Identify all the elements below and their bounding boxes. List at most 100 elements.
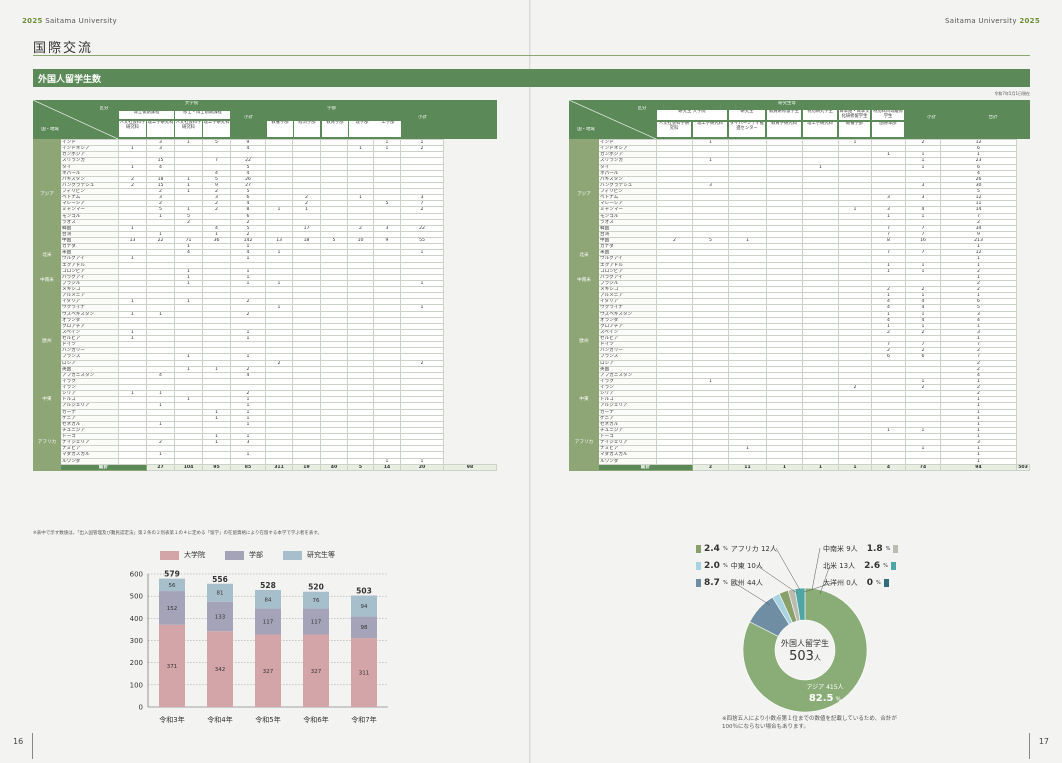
pie-center-value: 503人: [789, 649, 821, 664]
bar-value-label: 81: [217, 591, 224, 597]
total-cell: 74: [905, 463, 941, 471]
bar-value-label: 98: [361, 625, 368, 631]
total-cell: 4: [871, 463, 906, 471]
table-row: インドネシア 6: [570, 145, 1030, 153]
pie-legend-item: 北米 13人 2.6%: [823, 561, 896, 571]
table-cell: 26: [940, 175, 1017, 183]
subtotal-label: 小計: [927, 115, 936, 120]
legend-percent: 8.7: [704, 578, 720, 588]
y-tick-label: 200: [130, 659, 143, 667]
table-row: ルワンダ 1: [570, 457, 1030, 465]
region-label: アフリカ: [33, 414, 61, 471]
table-row: タイ 1 1 6: [570, 163, 1030, 171]
table-row: アルジェリア 1 1: [34, 402, 497, 410]
page-rule-left: [32, 733, 33, 759]
bar-segment: [255, 589, 281, 609]
table-row: マダガスカル 1: [570, 451, 1030, 459]
table-row: メキシコ: [34, 285, 497, 294]
grad-column-label: 理工学研究科: [203, 121, 230, 137]
total-cell: 503: [1016, 463, 1030, 471]
table-row: ロシア 2 2: [34, 359, 497, 367]
table-row: ナミビア 1 1 1: [570, 445, 1030, 453]
table-row: モンゴル 1 5 6: [34, 212, 497, 220]
bar-segment: [351, 638, 377, 707]
table-cell: [400, 163, 444, 171]
total-cell: 104: [174, 463, 203, 471]
faculty-column-label: 理学部: [349, 121, 375, 137]
table-row: ベトナム 3 3 12: [570, 194, 1030, 202]
table-cell: 14: [940, 206, 1017, 214]
subtotal-label: 小計: [418, 115, 427, 120]
table-row: 韓国 7 7 34: [570, 224, 1030, 232]
total-cell: 27: [146, 463, 175, 471]
legend-percent: 2.6: [864, 561, 881, 571]
running-header-right: Saitama University 2025: [945, 17, 1040, 25]
table-row: 台湾 7 7 9: [570, 230, 1030, 239]
table-cell: 7: [940, 212, 1017, 220]
table-cell: 34: [940, 224, 1017, 232]
table-row: コロンビア 1 1: [34, 267, 497, 275]
table-cell: 2: [940, 218, 1017, 226]
bar-segment: [159, 624, 185, 707]
x-tick-label: 令和6年: [303, 715, 328, 724]
table-cell: [400, 243, 444, 251]
table-cell: 12: [940, 194, 1017, 202]
table-row: イラク 1 1 1: [570, 377, 1030, 386]
table-cell: 12: [940, 138, 1017, 147]
page-rule-right: [1029, 733, 1030, 759]
bar-total-label: 520: [308, 583, 324, 592]
legend-percent: 0: [866, 578, 873, 588]
table-row: フランス 6 6 7: [570, 353, 1030, 361]
total-cell: 5: [347, 463, 374, 471]
table-row: ドイツ: [34, 341, 497, 349]
table-row: アジア インド 3 1 5 9 1 1: [33, 138, 497, 251]
table-row: カンボジア 1 1 1: [570, 151, 1030, 159]
bar-segment: [255, 608, 281, 635]
total-cell: 1: [766, 463, 803, 471]
percent-unit: %: [722, 580, 728, 586]
pie-legend-item: 2.4% アフリカ 12人: [696, 544, 777, 554]
table-row: アルジェリア 1: [570, 402, 1030, 410]
y-tick-label: 300: [130, 637, 143, 645]
page-title: 国際交流: [33, 41, 94, 56]
table-row: コロンビア 1 1 2: [570, 267, 1030, 275]
pie-note: ※四捨五入により小数点第１位までの数値を記載しているため、合計が100％にならな…: [722, 716, 897, 730]
table-row: バングラデシュ 2 15 1 9 27: [34, 181, 497, 190]
total-cell: 95: [202, 463, 231, 471]
table-row: ロシア 2: [570, 359, 1030, 367]
grad-column-label: 理工学研究科: [147, 121, 174, 137]
bar-segment: [303, 634, 329, 707]
table-row: マレーシア 11: [570, 200, 1030, 208]
bar-value-label: 133: [215, 614, 226, 620]
total-cell: 311: [265, 463, 293, 471]
legend-name: アフリカ 12人: [730, 545, 777, 553]
table-cell: 22: [400, 224, 444, 232]
table-row: スリランカ 15 7 22: [34, 157, 497, 165]
y-tick-label: 400: [130, 615, 143, 623]
bar-total-label: 556: [212, 575, 228, 584]
table-row: アジア インド 1 1 2 12: [569, 138, 1030, 251]
table-cell: [400, 218, 444, 226]
pie-legend-item: 2.0% 中東 10人: [696, 561, 763, 571]
table-cell: [400, 175, 444, 183]
corner-diagonal: [569, 100, 656, 139]
header-year: 2025: [22, 17, 43, 25]
bar-segment: [303, 591, 329, 609]
table-row: アルメニア 1 1 1: [570, 292, 1030, 300]
region-label: アジア: [569, 138, 599, 251]
column-sub-label: ダイバーシティ推進センター: [729, 122, 765, 137]
table-cell: 3: [400, 194, 444, 202]
table-cell: 6: [940, 163, 1017, 171]
region-label: 北米: [569, 249, 599, 263]
pie-legend-item: 8.7% 欧州 44人: [696, 578, 763, 588]
legend-item: 研究生等: [283, 550, 335, 560]
table-cell: 4: [940, 169, 1017, 177]
table-row: パキスタン 2 18 1 5 26: [34, 175, 497, 183]
page-number-right: 17: [1038, 737, 1049, 746]
total-row: 総計 27 104 95 85 311 19 40 5 14 20 98: [34, 463, 497, 471]
page-number-left: 16: [13, 737, 24, 746]
bar-total-label: 528: [260, 581, 276, 590]
total-cell: 19: [292, 463, 321, 471]
bar-segment: [207, 631, 233, 707]
